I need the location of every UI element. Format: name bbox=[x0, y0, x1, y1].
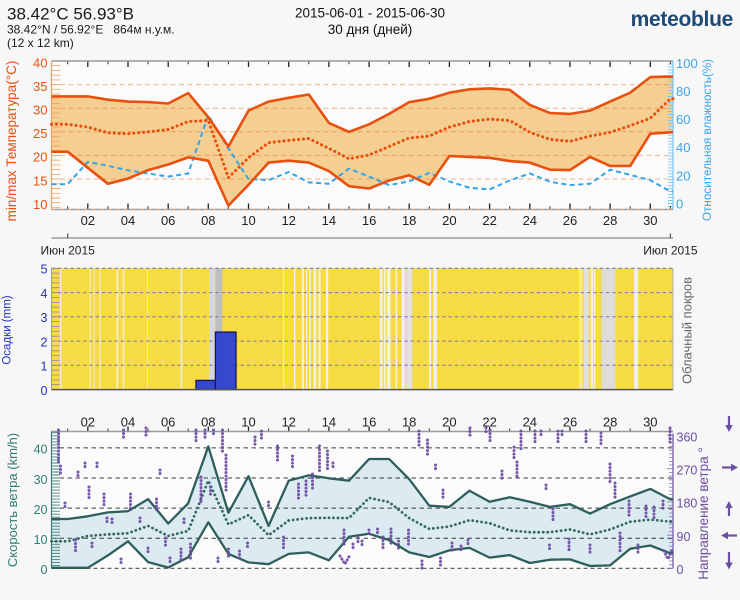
svg-text:14: 14 bbox=[322, 415, 336, 430]
svg-text:10: 10 bbox=[34, 533, 48, 547]
svg-text:40: 40 bbox=[33, 55, 47, 70]
svg-text:02: 02 bbox=[81, 213, 95, 228]
svg-text:28: 28 bbox=[603, 213, 617, 228]
svg-text:Скорость ветра (km/h): Скорость ветра (km/h) bbox=[5, 433, 20, 567]
svg-text:16: 16 bbox=[362, 415, 376, 430]
svg-text:38.42°C 56.93°В: 38.42°C 56.93°В bbox=[7, 5, 134, 24]
svg-text:02: 02 bbox=[81, 415, 95, 430]
svg-text:22: 22 bbox=[482, 415, 496, 430]
svg-text:10: 10 bbox=[241, 213, 255, 228]
svg-text:Облачный покров: Облачный покров bbox=[680, 277, 695, 384]
svg-text:2015-06-01 - 2015-06-30: 2015-06-01 - 2015-06-30 bbox=[295, 6, 445, 21]
svg-text:0: 0 bbox=[677, 563, 684, 577]
svg-text:30: 30 bbox=[34, 473, 48, 487]
svg-text:30: 30 bbox=[33, 103, 47, 118]
svg-text:Относительная влажность(%): Относительная влажность(%) bbox=[701, 59, 714, 221]
svg-text:1: 1 bbox=[41, 360, 48, 374]
svg-text:04: 04 bbox=[121, 213, 135, 228]
svg-text:30: 30 bbox=[643, 213, 657, 228]
svg-text:0: 0 bbox=[676, 197, 683, 212]
svg-text:20: 20 bbox=[676, 168, 690, 183]
svg-text:360: 360 bbox=[677, 430, 698, 444]
svg-text:100: 100 bbox=[676, 56, 698, 71]
svg-text:12: 12 bbox=[281, 213, 295, 228]
svg-text:Направление ветра °: Направление ветра ° bbox=[696, 447, 711, 580]
svg-text:60: 60 bbox=[676, 112, 690, 127]
svg-text:5: 5 bbox=[41, 263, 48, 277]
svg-text:18: 18 bbox=[402, 213, 416, 228]
svg-text:10: 10 bbox=[33, 197, 47, 212]
svg-text:26: 26 bbox=[563, 213, 577, 228]
svg-text:04: 04 bbox=[121, 415, 135, 430]
svg-text:Июн 2015: Июн 2015 bbox=[41, 244, 96, 258]
svg-text:2: 2 bbox=[41, 335, 48, 349]
svg-text:08: 08 bbox=[201, 213, 215, 228]
svg-text:30: 30 bbox=[643, 415, 657, 430]
svg-text:06: 06 bbox=[161, 415, 175, 430]
svg-text:meteoblue: meteoblue bbox=[631, 8, 733, 31]
svg-text:20: 20 bbox=[33, 150, 47, 165]
svg-text:180: 180 bbox=[677, 497, 698, 511]
svg-text:22: 22 bbox=[482, 213, 496, 228]
svg-text:(12 x 12 km): (12 x 12 km) bbox=[7, 36, 74, 50]
svg-text:40: 40 bbox=[676, 140, 690, 155]
svg-text:15: 15 bbox=[33, 173, 47, 188]
svg-text:12: 12 bbox=[281, 415, 295, 430]
svg-text:30 дня (дней): 30 дня (дней) bbox=[328, 22, 413, 37]
svg-text:28: 28 bbox=[603, 415, 617, 430]
svg-text:24: 24 bbox=[523, 415, 537, 430]
svg-text:80: 80 bbox=[676, 84, 690, 99]
svg-text:16: 16 bbox=[362, 213, 376, 228]
svg-text:Осадки (mm): Осадки (mm) bbox=[2, 295, 14, 364]
svg-text:3: 3 bbox=[41, 311, 48, 325]
svg-text:10: 10 bbox=[241, 415, 255, 430]
svg-text:min/max Температура(°C): min/max Температура(°C) bbox=[4, 61, 19, 222]
svg-text:270: 270 bbox=[677, 464, 698, 478]
svg-text:24: 24 bbox=[523, 213, 537, 228]
svg-text:0: 0 bbox=[41, 563, 48, 577]
svg-text:20: 20 bbox=[34, 503, 48, 517]
svg-text:26: 26 bbox=[563, 415, 577, 430]
svg-text:35: 35 bbox=[33, 79, 47, 94]
svg-text:08: 08 bbox=[201, 415, 215, 430]
svg-text:14: 14 bbox=[322, 213, 336, 228]
svg-text:20: 20 bbox=[442, 415, 456, 430]
svg-text:0: 0 bbox=[41, 384, 48, 398]
svg-text:25: 25 bbox=[33, 126, 47, 141]
svg-text:20: 20 bbox=[442, 213, 456, 228]
svg-text:40: 40 bbox=[34, 443, 48, 457]
svg-text:06: 06 bbox=[161, 213, 175, 228]
svg-text:4: 4 bbox=[41, 287, 48, 301]
svg-text:18: 18 bbox=[402, 415, 416, 430]
svg-text:90: 90 bbox=[677, 530, 691, 544]
svg-text:38.42°N / 56.92°E 864м н.у.м: 38.42°N / 56.92°E 864м н.у.м. bbox=[7, 23, 175, 37]
svg-text:Июл 2015: Июл 2015 bbox=[643, 244, 698, 258]
